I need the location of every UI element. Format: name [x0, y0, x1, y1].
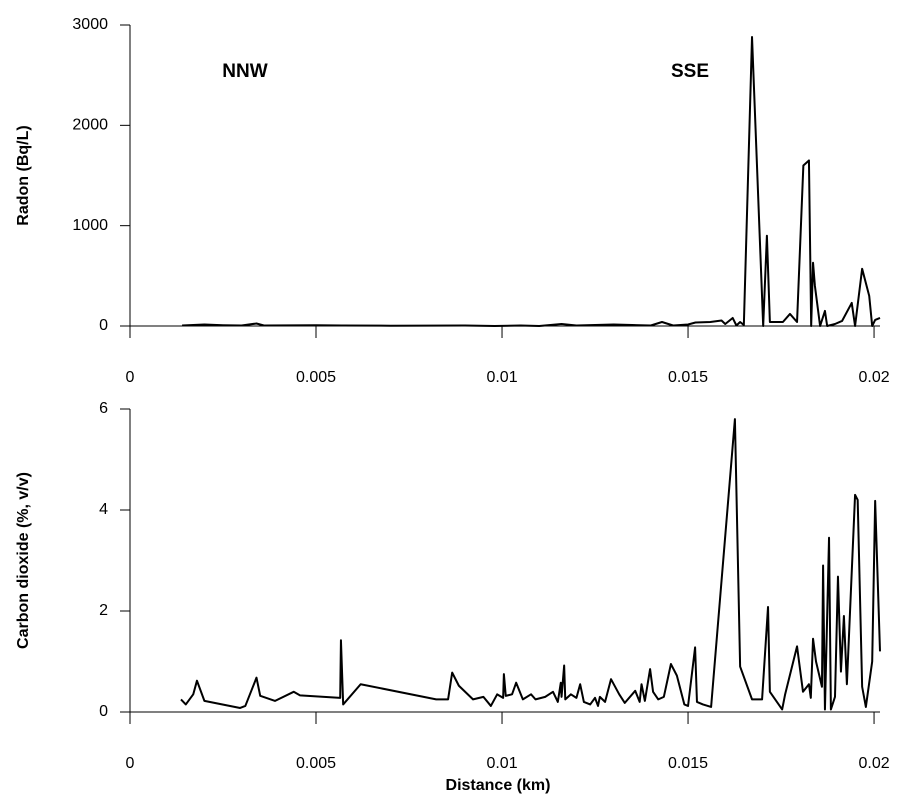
x-tick-label: 0.015	[668, 755, 708, 772]
x-tick-label: 0.005	[296, 369, 336, 386]
x-tick-label: 0.015	[668, 369, 708, 386]
y-tick-label: 2000	[72, 117, 108, 134]
x-tick-label: 0.01	[486, 755, 517, 772]
y-tick-label: 0	[99, 703, 108, 720]
data-line	[182, 36, 881, 327]
y-tick-label: 3000	[72, 16, 108, 33]
x-tick-label: 0.02	[858, 755, 889, 772]
y-tick-label: 4	[99, 501, 108, 518]
y-tick-label: 1000	[72, 217, 108, 234]
y-axis-label: Carbon dioxide (%, v/v)	[15, 472, 32, 649]
data-line	[180, 418, 881, 711]
y-axis-label: Radon (Bq/L)	[15, 125, 32, 225]
x-tick-label: 0	[126, 369, 135, 386]
annotation: NNW	[222, 61, 267, 82]
y-tick-label: 0	[99, 317, 108, 334]
x-axis-label: Distance (km)	[446, 777, 551, 794]
x-tick-label: 0.005	[296, 755, 336, 772]
annotation: SSE	[671, 61, 709, 82]
x-tick-label: 0	[126, 755, 135, 772]
x-tick-label: 0.01	[486, 369, 517, 386]
y-tick-label: 6	[99, 400, 108, 417]
y-tick-label: 2	[99, 602, 108, 619]
x-tick-label: 0.02	[858, 369, 889, 386]
